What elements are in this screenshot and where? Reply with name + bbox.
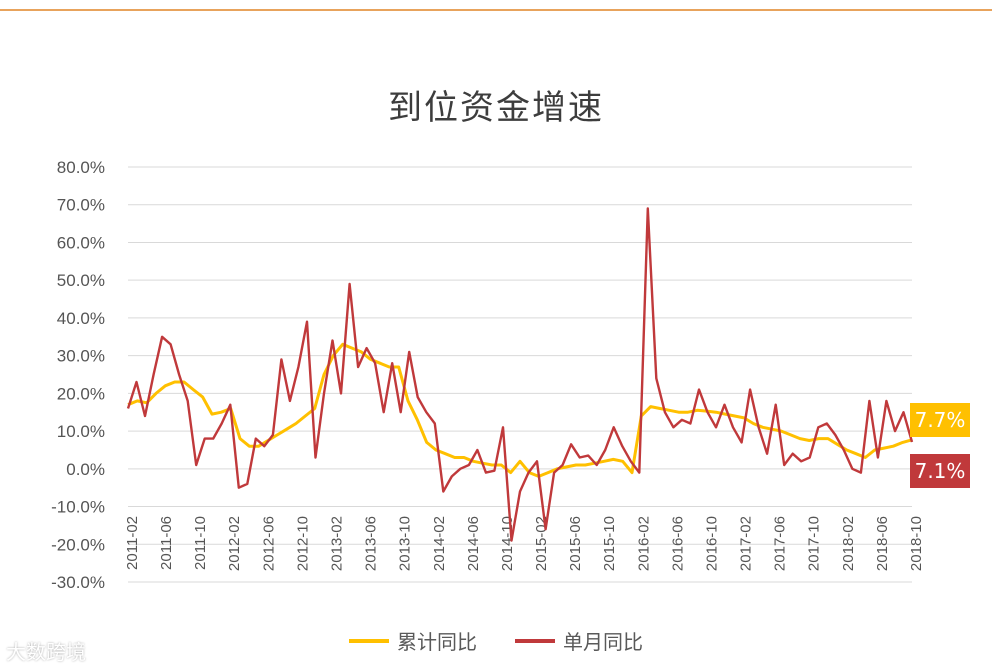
legend-item-monthly: 单月同比 bbox=[515, 626, 643, 655]
y-tick-label: 60.0% bbox=[57, 233, 105, 252]
x-tick-label: 2016-02 bbox=[635, 516, 652, 571]
x-tick-label: 2012-02 bbox=[226, 516, 243, 571]
x-tick-label: 2018-06 bbox=[874, 516, 891, 571]
x-tick-label: 2014-06 bbox=[465, 516, 482, 571]
legend-swatch-monthly bbox=[515, 638, 555, 643]
top-rule bbox=[0, 9, 992, 11]
y-tick-label: 70.0% bbox=[57, 196, 105, 215]
y-tick-label: -20.0% bbox=[51, 535, 105, 554]
x-tick-label: 2015-06 bbox=[567, 516, 584, 571]
y-tick-label: 30.0% bbox=[57, 347, 105, 366]
y-tick-label: 10.0% bbox=[57, 422, 105, 441]
legend-item-cumulative: 累计同比 bbox=[349, 626, 477, 655]
callout-monthly: 7.1% bbox=[910, 454, 970, 488]
legend-label-cumulative: 累计同比 bbox=[397, 630, 477, 654]
x-tick-label: 2012-06 bbox=[260, 516, 277, 571]
x-tick-label: 2013-10 bbox=[397, 516, 414, 571]
legend: 累计同比 单月同比 bbox=[0, 626, 992, 655]
series-line-monthly bbox=[126, 207, 914, 542]
y-tick-label: -30.0% bbox=[51, 573, 105, 592]
y-tick-label: 80.0% bbox=[57, 158, 105, 177]
legend-swatch-cumulative bbox=[349, 638, 389, 643]
x-tick-label: 2017-02 bbox=[738, 516, 755, 571]
watermark: 大数跨境 bbox=[6, 640, 86, 664]
x-tick-label: 2016-10 bbox=[703, 516, 720, 571]
x-tick-label: 2017-10 bbox=[806, 516, 823, 571]
callout-cumulative: 7.7% bbox=[910, 403, 970, 437]
x-tick-label: 2014-02 bbox=[431, 516, 448, 571]
y-tick-label: 40.0% bbox=[57, 309, 105, 328]
x-tick-label: 2018-10 bbox=[908, 516, 925, 571]
x-tick-label: 2018-02 bbox=[840, 516, 857, 571]
x-tick-label: 2013-06 bbox=[363, 516, 380, 571]
x-tick-label: 2012-10 bbox=[294, 516, 311, 571]
series-line-cumulative bbox=[127, 342, 913, 478]
x-tick-label: 2011-06 bbox=[158, 516, 175, 570]
y-tick-label: -10.0% bbox=[51, 498, 105, 517]
x-tick-label: 2011-10 bbox=[192, 516, 209, 570]
x-tick-label: 2011-02 bbox=[124, 516, 141, 570]
legend-label-monthly: 单月同比 bbox=[563, 630, 643, 654]
y-tick-label: 0.0% bbox=[66, 460, 105, 479]
chart-title: 到位资金增速 bbox=[388, 88, 604, 128]
x-tick-label: 2017-06 bbox=[772, 516, 789, 571]
y-tick-label: 50.0% bbox=[57, 271, 105, 290]
x-tick-label: 2015-10 bbox=[601, 516, 618, 571]
y-tick-label: 20.0% bbox=[57, 384, 105, 403]
x-tick-label: 2016-06 bbox=[669, 516, 686, 571]
x-tick-label: 2013-02 bbox=[328, 516, 345, 571]
